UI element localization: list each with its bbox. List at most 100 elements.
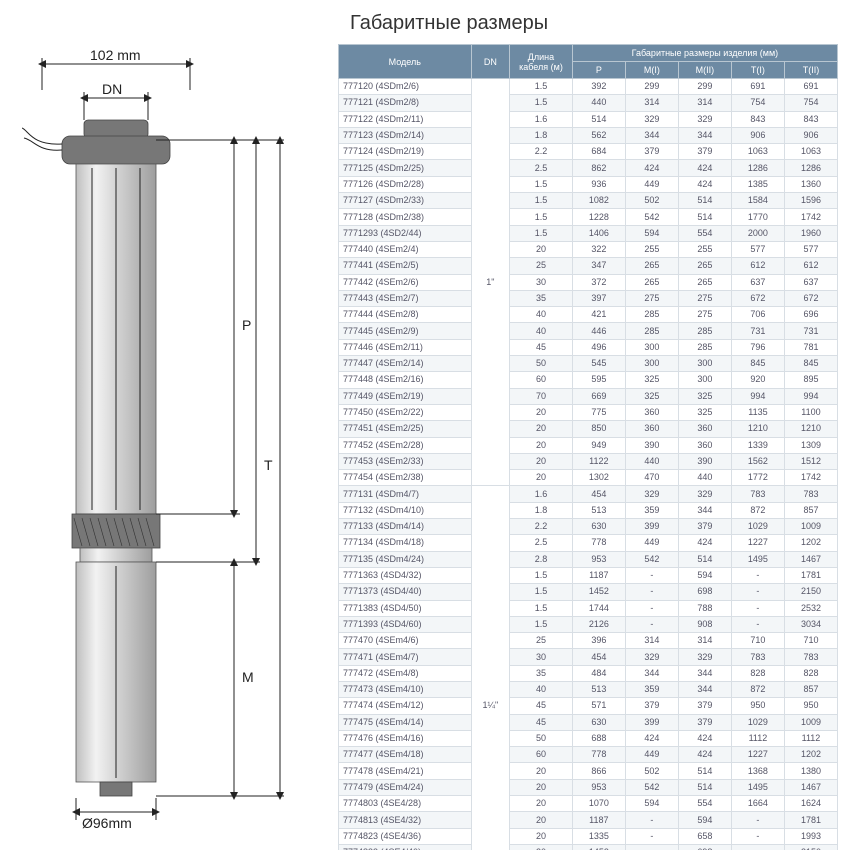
cell: 299: [678, 79, 731, 95]
cell-model: 777122 (4SDm2/11): [339, 111, 472, 127]
cell: 688: [572, 730, 625, 746]
cell: 731: [731, 323, 784, 339]
cell: -: [731, 812, 784, 828]
cell: 1082: [572, 193, 625, 209]
cell: 696: [784, 307, 837, 323]
cell: 1467: [784, 779, 837, 795]
cell: 545: [572, 356, 625, 372]
cell-model: 7771363 (4SD4/32): [339, 567, 472, 583]
cell: 484: [572, 665, 625, 681]
cell: 30: [510, 649, 573, 665]
cell: 1112: [784, 730, 837, 746]
table-row: 777135 (4SDm4/24)2.895354251414951467: [339, 551, 838, 567]
cell: 612: [784, 258, 837, 274]
table-row: 777124 (4SDm2/19)2.268437937910631063: [339, 144, 838, 160]
cell: 454: [572, 486, 625, 502]
cell: 1960: [784, 225, 837, 241]
cell: 1.5: [510, 600, 573, 616]
cell: 594: [678, 812, 731, 828]
cell-model: 777477 (4SEm4/18): [339, 747, 472, 763]
cell: 379: [678, 519, 731, 535]
cell: -: [731, 600, 784, 616]
cell-model: 777131 (4SDm4/7): [339, 486, 472, 502]
cell: 322: [572, 241, 625, 257]
cell-model: 7771393 (4SD4/60): [339, 616, 472, 632]
table-row: 7771363 (4SD4/32)1.51187-594-1781: [339, 567, 838, 583]
cell-model: 777454 (4SEm2/38): [339, 470, 472, 486]
table-row: 777471 (4SEm4/7)30454329329783783: [339, 649, 838, 665]
cell: 1624: [784, 796, 837, 812]
cell: 514: [678, 551, 731, 567]
table-row: 777125 (4SDm2/25)2.586242442412861286: [339, 160, 838, 176]
cell: 796: [731, 339, 784, 355]
dim-t: T: [264, 457, 273, 473]
cell: 392: [572, 79, 625, 95]
cell: 1584: [731, 193, 784, 209]
cell: 658: [678, 828, 731, 844]
cell: 828: [784, 665, 837, 681]
table-row: 777479 (4SEm4/24)2095354251414951467: [339, 779, 838, 795]
cell: -: [731, 584, 784, 600]
cell-dn: 1¼": [471, 486, 510, 850]
cell: 1.5: [510, 225, 573, 241]
cell: 424: [625, 160, 678, 176]
cell: 440: [572, 95, 625, 111]
cell: 275: [625, 290, 678, 306]
cell-model: 777135 (4SDm4/24): [339, 551, 472, 567]
table-row: 777441 (4SEm2/5)25347265265612612: [339, 258, 838, 274]
cell-model: 777474 (4SEm4/12): [339, 698, 472, 714]
cell: 314: [625, 633, 678, 649]
cell: 1512: [784, 453, 837, 469]
cell-model: 777127 (4SDm2/33): [339, 193, 472, 209]
cell: 843: [731, 111, 784, 127]
cell: 637: [784, 274, 837, 290]
th-t1: T(I): [731, 62, 784, 79]
cell: -: [731, 616, 784, 632]
cell: -: [625, 844, 678, 850]
cell: 1368: [731, 763, 784, 779]
cell: 347: [572, 258, 625, 274]
table-row: 777451 (4SEm2/25)2085036036012101210: [339, 421, 838, 437]
cell: 1335: [572, 828, 625, 844]
cell: 1112: [731, 730, 784, 746]
cell: 788: [678, 600, 731, 616]
cell: 325: [625, 388, 678, 404]
cell: 372: [572, 274, 625, 290]
cell: 3034: [784, 616, 837, 632]
table-row: 777443 (4SEm2/7)35397275275672672: [339, 290, 838, 306]
cell-model: 777478 (4SEm4/21): [339, 763, 472, 779]
cell: 1286: [784, 160, 837, 176]
cell: 1993: [784, 828, 837, 844]
cell: 449: [625, 747, 678, 763]
cell: 1.5: [510, 209, 573, 225]
cell-model: 777471 (4SEm4/7): [339, 649, 472, 665]
cell: 1302: [572, 470, 625, 486]
table-row: 777442 (4SEm2/6)30372265265637637: [339, 274, 838, 290]
cell: 1467: [784, 551, 837, 567]
cell-model: 777448 (4SEm2/16): [339, 372, 472, 388]
cell: 329: [678, 649, 731, 665]
cell: 20: [510, 437, 573, 453]
cell: 20: [510, 828, 573, 844]
cell: 630: [572, 714, 625, 730]
cell: 344: [625, 127, 678, 143]
cell: 514: [678, 763, 731, 779]
th-t2: T(II): [784, 62, 837, 79]
table-row: 7774823 (4SE4/36)201335-658-1993: [339, 828, 838, 844]
cell: 1452: [572, 844, 625, 850]
table-row: 777444 (4SEm2/8)40421285275706696: [339, 307, 838, 323]
cell: 783: [731, 486, 784, 502]
cell: 1452: [572, 584, 625, 600]
cell: 691: [784, 79, 837, 95]
cell: -: [731, 844, 784, 850]
cell-model: 777450 (4SEm2/22): [339, 404, 472, 420]
cell: 1.8: [510, 502, 573, 518]
cell-model: 777442 (4SEm2/6): [339, 274, 472, 290]
cell: 45: [510, 698, 573, 714]
cell: 857: [784, 681, 837, 697]
cell: 1772: [731, 470, 784, 486]
cell: 1100: [784, 404, 837, 420]
cell: 783: [784, 649, 837, 665]
cell: 360: [625, 421, 678, 437]
cell-model: 777445 (4SEm2/9): [339, 323, 472, 339]
